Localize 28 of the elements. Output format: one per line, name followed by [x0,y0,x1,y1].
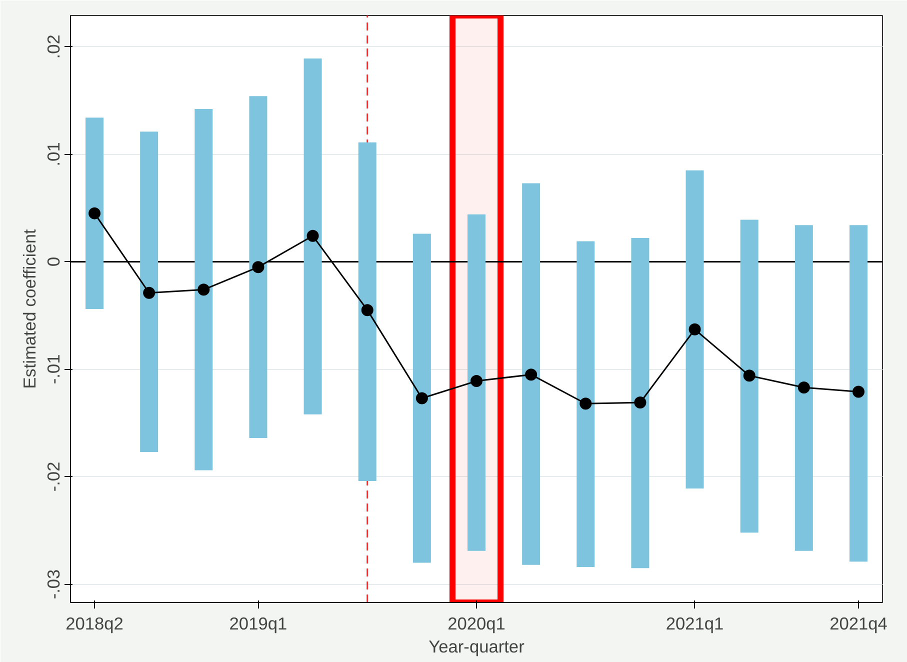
point [580,398,592,410]
x-tick-label: 2019q1 [229,614,288,634]
point [198,284,210,296]
point [852,386,864,398]
point [88,207,101,220]
y-tick-label: -.02 [44,462,64,492]
point [252,261,264,274]
point [306,230,319,242]
point [688,323,701,336]
x-tick-label: 2021q1 [666,614,724,634]
x-tick-label: 2018q2 [66,614,124,634]
x-tick-label: 2020q1 [448,614,506,634]
point [525,368,538,381]
y-tick-label: -.03 [44,569,64,600]
point [143,286,156,299]
point [634,396,646,409]
y-tick-label: -.01 [44,354,64,384]
y-axis-title: Estimated coefficient [20,229,40,389]
point [416,392,428,404]
point [470,375,482,388]
point [361,304,374,316]
y-tick-label: 0 [44,256,64,267]
x-axis-title: Year-quarter [428,636,525,656]
y-tick-label: .01 [44,142,64,166]
point [798,381,810,394]
x-tick-label: 2021q4 [830,614,888,634]
point [743,370,756,382]
y-tick-label: .02 [44,34,64,59]
